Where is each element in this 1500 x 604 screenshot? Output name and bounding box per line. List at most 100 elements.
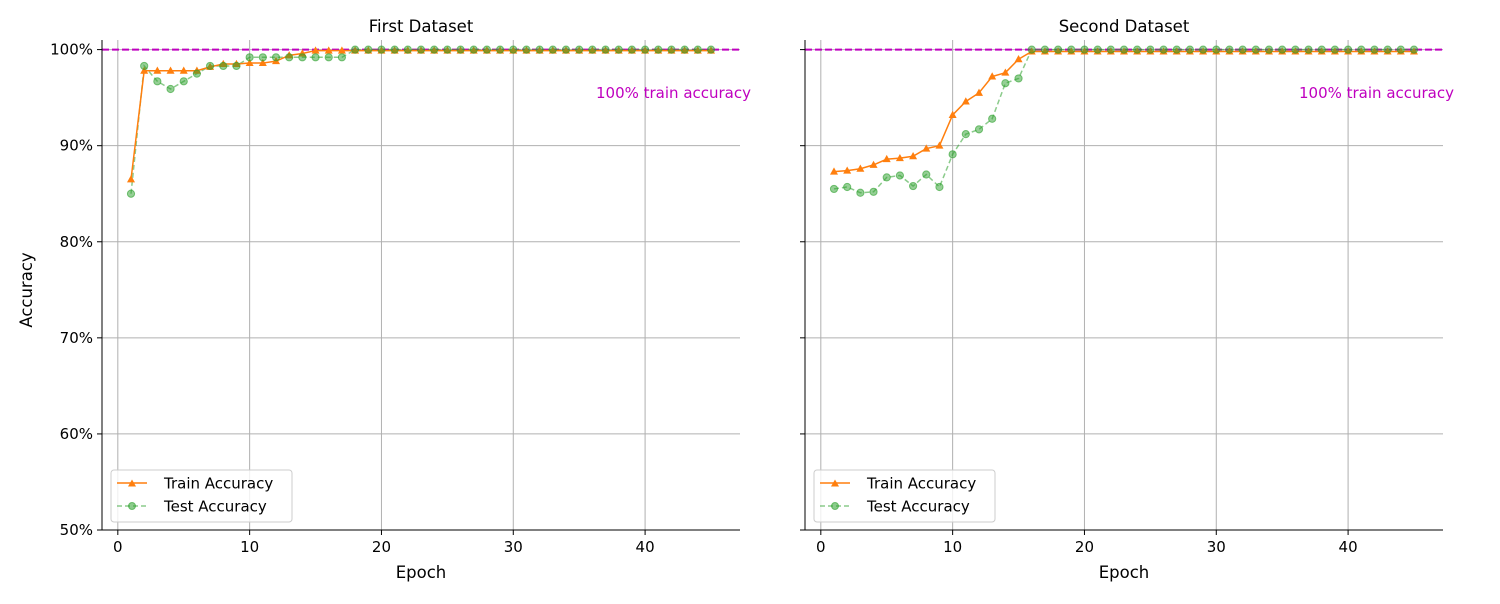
test-accuracy-point	[680, 45, 689, 54]
x-tick-label: 30	[504, 538, 523, 556]
legend-test-label: Test Accuracy	[866, 498, 970, 516]
test-accuracy-point	[1278, 45, 1287, 54]
test-accuracy-point	[350, 45, 360, 54]
test-accuracy-point	[1357, 45, 1366, 54]
reference-annotation: 100% train accuracy	[1299, 84, 1454, 102]
test-accuracy-point	[232, 61, 241, 71]
train-accuracy-point	[179, 66, 188, 74]
test-accuracy-point	[1146, 45, 1155, 54]
test-accuracy-point	[1370, 45, 1379, 54]
axes: 0 10 20 30 40 50% 60% 70% 80% 90% 100%	[50, 40, 740, 556]
test-accuracy-point	[205, 61, 215, 71]
x-tick-label: 40	[636, 538, 655, 556]
test-accuracy-point	[1014, 74, 1023, 83]
legend-test-marker	[128, 502, 136, 510]
test-accuracy-point	[509, 45, 518, 54]
test-accuracy-point	[166, 84, 175, 94]
test-accuracy-point	[1330, 45, 1340, 54]
panel-title: Second Dataset	[1059, 17, 1190, 36]
test-accuracy-point	[324, 53, 333, 62]
test-accuracy-point	[1027, 45, 1036, 54]
legend-test-marker	[831, 502, 839, 510]
test-accuracy-point	[895, 171, 905, 180]
test-accuracy-point	[561, 45, 571, 54]
train-accuracy-point	[909, 152, 918, 160]
train-accuracy-point	[961, 97, 970, 105]
test-accuracy-point	[908, 181, 918, 191]
test-accuracy-point	[219, 61, 228, 71]
test-accuracy-point	[588, 45, 597, 54]
test-accuracy-point	[1396, 45, 1405, 54]
test-accuracy-point	[1251, 45, 1260, 54]
test-accuracy-point	[1106, 45, 1115, 54]
train-accuracy-line	[130, 49, 711, 180]
legend-train-label: Train Accuracy	[866, 475, 976, 493]
legend-test-label: Test Accuracy	[163, 498, 267, 516]
test-accuracy-point	[1304, 45, 1313, 54]
y-tick-label: 90%	[60, 137, 93, 155]
test-accuracy-point	[614, 45, 623, 54]
test-accuracy-point	[706, 45, 716, 54]
test-accuracy-point	[364, 45, 373, 54]
x-tick-label: 20	[1075, 538, 1094, 556]
test-accuracy-point	[298, 53, 307, 62]
axes: 0 10 20 30 40	[800, 40, 1443, 556]
test-accuracy-point	[601, 45, 610, 54]
test-accuracy-point	[126, 189, 136, 198]
train-accuracy-point	[830, 167, 838, 175]
test-accuracy-point	[1343, 45, 1353, 54]
train-accuracy-point	[843, 166, 852, 174]
test-accuracy-point	[1093, 45, 1102, 54]
x-tick-label: 0	[113, 538, 123, 556]
grid-lines	[102, 40, 740, 531]
test-accuracy-point	[1040, 45, 1050, 54]
test-accuracy-point	[1409, 45, 1419, 54]
test-accuracy-point	[882, 173, 891, 182]
test-accuracy-point	[1067, 45, 1076, 54]
legend-train-marker	[831, 479, 839, 487]
test-accuracy-point	[495, 45, 505, 54]
test-accuracy-point	[469, 45, 478, 54]
x-axis-label: Epoch	[396, 563, 447, 582]
reference-annotation: 100% train accuracy	[596, 84, 751, 102]
x-tick-label: 10	[240, 538, 259, 556]
test-accuracy-point	[1238, 45, 1247, 54]
y-tick-label: 80%	[60, 233, 93, 251]
test-accuracy-point	[1159, 45, 1168, 54]
train-accuracy-point	[245, 58, 254, 67]
legend-frame	[110, 469, 293, 523]
test-accuracy-point	[948, 150, 957, 159]
test-accuracy-point	[1119, 45, 1129, 54]
test-accuracy-point	[443, 45, 452, 54]
test-accuracy-point	[258, 53, 267, 62]
test-accuracy-point	[843, 182, 852, 192]
test-accuracy-point	[1291, 45, 1300, 54]
train-accuracy-point	[882, 154, 891, 163]
test-accuracy-point	[575, 45, 584, 54]
test-accuracy-point	[654, 45, 663, 54]
train-accuracy-point	[324, 46, 333, 54]
test-accuracy-point	[1383, 45, 1392, 54]
test-accuracy-point	[430, 45, 439, 54]
legend-train-label: Train Accuracy	[163, 475, 273, 493]
test-accuracy-point	[140, 61, 149, 71]
grid-lines	[805, 40, 1443, 531]
panel-second-dataset: 0 10 20 30 40 Second Dataset Epoch 100% trai…	[800, 17, 1454, 582]
test-accuracy-point	[988, 114, 997, 123]
train-accuracy-point	[337, 46, 346, 54]
train-accuracy-point	[166, 66, 175, 74]
train-accuracy-point	[935, 141, 944, 149]
y-axis-label: Accuracy	[17, 252, 36, 328]
test-accuracy-point	[285, 53, 294, 62]
train-accuracy-point	[856, 164, 865, 172]
test-accuracy-line	[833, 48, 1414, 194]
test-accuracy-point	[693, 45, 702, 54]
train-accuracy-point	[988, 72, 997, 80]
test-accuracy-point	[640, 45, 650, 54]
test-accuracy-point	[1133, 45, 1142, 54]
test-accuracy-point	[935, 182, 944, 192]
train-accuracy-point	[1001, 68, 1010, 76]
test-accuracy-point	[192, 69, 202, 78]
train-accuracy-line	[833, 50, 1414, 173]
x-tick-label: 0	[816, 538, 826, 556]
